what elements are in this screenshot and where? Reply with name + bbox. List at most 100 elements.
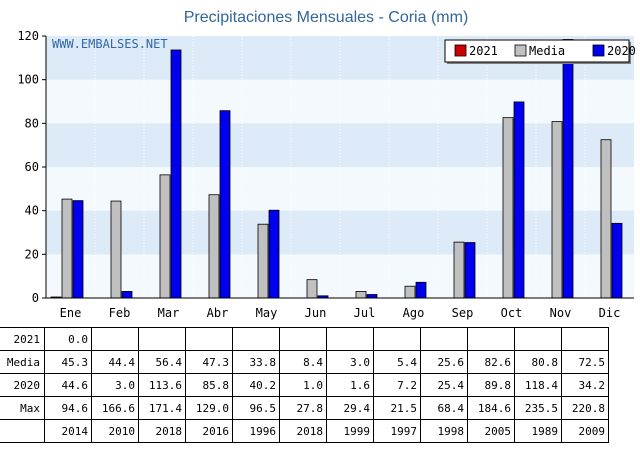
y-tick-label: 0 (32, 291, 39, 305)
table-cell (91, 327, 139, 351)
table-cell: 82.6 (467, 350, 515, 374)
table-cell: 2009 (561, 419, 609, 443)
table-cell (420, 327, 468, 351)
row-label: Media (0, 350, 45, 374)
table-cell: 235.5 (514, 396, 562, 420)
x-tick-label: Ago (403, 306, 425, 320)
bar-media-oct (502, 117, 514, 299)
data-table: 2021 0.0 Media 45.3 44.4 56.4 47.3 33.8 8.4 3.0 5.… (0, 327, 609, 443)
bar-2020-ago (415, 281, 427, 299)
table-row: Media 45.3 44.4 56.4 47.3 33.8 8.4 3.0 5.4 25.6 82… (0, 350, 609, 374)
table-row: 2020 44.6 3.0 113.6 85.8 40.2 1.0 1.6 7.2 25.4 89.… (0, 373, 609, 397)
table-cell: 8.4 (279, 350, 327, 374)
grid-band (46, 210, 634, 255)
axes: 0 20 40 60 80 100 120 (17, 29, 634, 305)
bar-2020-abr (219, 110, 231, 299)
table-cell: 21.5 (373, 396, 421, 420)
y-tick-label: 40 (25, 204, 39, 218)
bar-2020-mar (170, 49, 182, 299)
table-row: 2021 0.0 (0, 327, 609, 351)
table-cell: 56.4 (138, 350, 186, 374)
x-tick-label: Jul (354, 306, 376, 320)
row-label: Max (0, 396, 45, 420)
bar-2020-feb (121, 291, 133, 299)
bar-2020-may (268, 209, 280, 299)
table-cell: 2018 (138, 419, 186, 443)
legend-swatch-media (514, 44, 527, 57)
x-tick-label: Jun (305, 306, 327, 320)
x-tick-label: Sep (452, 306, 474, 320)
y-tick-label: 80 (25, 116, 39, 130)
grid-band (46, 79, 634, 124)
legend: 2021 Media 2020 (444, 39, 636, 64)
bar-media-dic (600, 139, 612, 299)
table-cell (514, 327, 562, 351)
table-cell: 3.0 (326, 350, 374, 374)
y-tick-label: 60 (25, 160, 39, 174)
plot-background (46, 36, 634, 298)
table-cell: 2005 (467, 419, 515, 443)
table-cell: 2010 (91, 419, 139, 443)
table-cell: 2018 (279, 419, 327, 443)
table-cell: 2016 (185, 419, 233, 443)
table-cell: 171.4 (138, 396, 186, 420)
table-cell (561, 327, 609, 351)
row-label: 2020 (0, 373, 45, 397)
precipitation-chart: Precipitaciones Mensuales - Coria (mm) E… (17, 9, 636, 320)
bar-media-abr (208, 194, 220, 299)
table-cell: 1.6 (326, 373, 374, 397)
table-row: Max 94.6 166.6 171.4 129.0 96.5 27.8 29.4 21.5 68… (0, 396, 609, 420)
table-cell: 27.8 (279, 396, 327, 420)
table-cell: 220.8 (561, 396, 609, 420)
table-cell: 1996 (232, 419, 280, 443)
row-label (0, 419, 45, 443)
table-cell: 45.3 (44, 350, 92, 374)
y-tick-label: 100 (17, 73, 39, 87)
bar-2020-nov (562, 39, 574, 299)
table-cell: 1997 (373, 419, 421, 443)
table-cell: 118.4 (514, 373, 562, 397)
watermark-text: WWW.EMBALSES.NET (52, 37, 168, 51)
legend-label-2020: 2020 (607, 44, 636, 58)
table-row: 2014 2010 2018 2016 1996 2018 1999 1997 1998 2005… (0, 419, 609, 443)
y-tick-label: 120 (17, 29, 39, 43)
table-cell (185, 327, 233, 351)
table-cell: 33.8 (232, 350, 280, 374)
table-cell: 129.0 (185, 396, 233, 420)
table-cell: 1999 (326, 419, 374, 443)
x-tick-label: Dic (599, 306, 621, 320)
bar-media-ago (404, 285, 416, 299)
bar-2020-sep (464, 242, 476, 299)
table-cell: 25.4 (420, 373, 468, 397)
table-cell: 184.6 (467, 396, 515, 420)
bar-media-may (257, 223, 269, 299)
table-cell: 29.4 (326, 396, 374, 420)
bar-media-mar (159, 174, 171, 299)
x-tick-label: Abr (207, 306, 229, 320)
table-cell: 1.0 (279, 373, 327, 397)
table-cell (232, 327, 280, 351)
legend-swatch-2021 (454, 44, 467, 57)
table-cell: 1989 (514, 419, 562, 443)
bar-media-jun (306, 279, 318, 299)
legend-box (444, 39, 630, 63)
table-cell: 40.2 (232, 373, 280, 397)
table-cell: 0.0 (44, 327, 92, 351)
y-tick-label: 20 (25, 247, 39, 261)
legend-swatch-2020 (592, 44, 605, 57)
legend-label-media: Media (529, 44, 565, 58)
table-cell: 94.6 (44, 396, 92, 420)
table-cell: 166.6 (91, 396, 139, 420)
x-tick-label: May (256, 306, 278, 320)
bar-2020-ene (72, 200, 84, 299)
table-cell: 7.2 (373, 373, 421, 397)
bar-media-sep (453, 241, 465, 299)
bars-layer: Ene Feb Mar Abr May Jun Jul Ago Sep Oct Nov Dic (50, 39, 623, 320)
chart-title: Precipitaciones Mensuales - Coria (mm) (184, 9, 469, 26)
x-tick-label: Mar (158, 306, 180, 320)
x-tick-label: Nov (550, 306, 572, 320)
table-cell (279, 327, 327, 351)
table-cell: 80.8 (514, 350, 562, 374)
table-cell: 85.8 (185, 373, 233, 397)
x-tick-label: Oct (501, 306, 523, 320)
